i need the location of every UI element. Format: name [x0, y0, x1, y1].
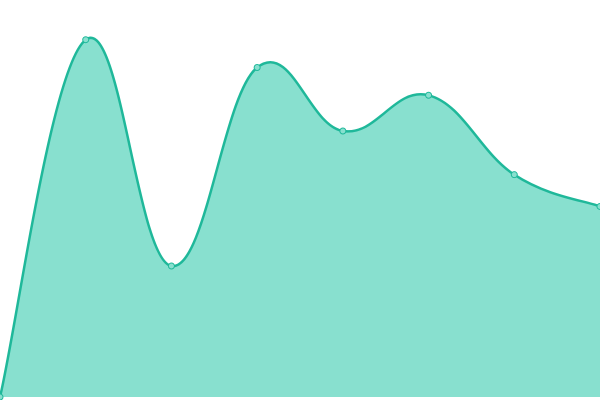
- data-point: [167, 262, 175, 270]
- area-fill: [0, 37, 600, 397]
- data-point: [0, 393, 4, 400]
- data-point: [82, 36, 90, 44]
- data-point: [596, 202, 600, 210]
- area-line: [0, 36, 600, 398]
- data-point: [425, 91, 433, 99]
- data-point: [253, 63, 261, 71]
- data-point: [510, 171, 518, 179]
- data-point: [339, 127, 347, 135]
